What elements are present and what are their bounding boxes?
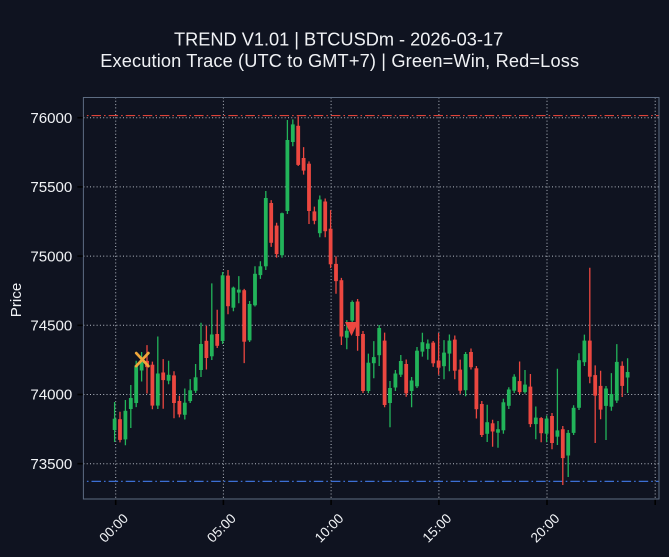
svg-text:Execution Trace (UTC to GMT+7): Execution Trace (UTC to GMT+7) | Green=W… [100,51,579,71]
svg-text:74500: 74500 [30,318,72,335]
svg-text:74000: 74000 [30,387,72,404]
svg-text:75000: 75000 [30,248,72,265]
svg-text:TREND V1.01 | BTCUSDm - 2026-0: TREND V1.01 | BTCUSDm - 2026-03-17 [174,30,503,50]
svg-text:75500: 75500 [30,179,72,196]
svg-text:Price: Price [8,283,25,318]
svg-text:76000: 76000 [30,110,72,127]
svg-text:73500: 73500 [30,456,72,473]
